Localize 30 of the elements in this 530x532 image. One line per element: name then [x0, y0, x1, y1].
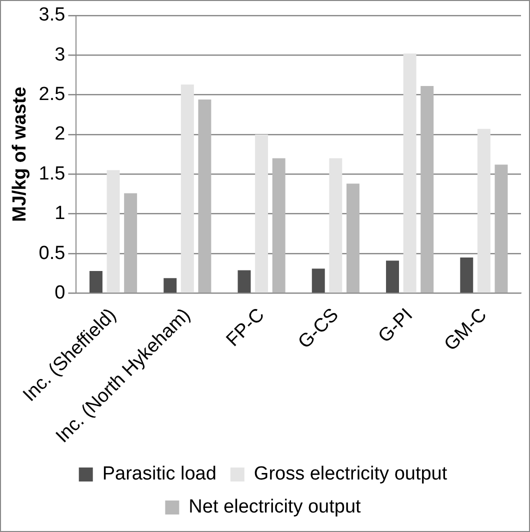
y-tick-label: 2.5	[38, 84, 66, 106]
y-tick-label: 1.5	[38, 163, 66, 184]
bar	[460, 257, 474, 293]
bar	[106, 170, 120, 293]
y-tick-label: 0	[54, 282, 66, 304]
bar	[255, 134, 268, 293]
y-tick-label: 1	[54, 203, 66, 224]
bar	[272, 158, 286, 293]
bar	[164, 278, 177, 293]
y-tick-label: 0.5	[38, 242, 66, 264]
bar	[386, 260, 399, 293]
y-tick-label: 2	[54, 124, 66, 145]
bar	[346, 184, 360, 293]
legend-label: Net electricity output	[188, 496, 362, 518]
bar	[312, 268, 325, 293]
bar	[420, 86, 434, 293]
bar	[477, 128, 490, 293]
y-tick-label: 3.5	[38, 4, 66, 26]
bar	[124, 193, 138, 293]
bar	[329, 158, 342, 293]
y-axis-title: MJ/kg of waste	[10, 86, 31, 222]
bar	[89, 270, 102, 293]
bar	[198, 100, 212, 293]
y-tick-label: 3	[54, 44, 66, 66]
legend-label: Gross electricity output	[254, 464, 448, 485]
bar	[494, 164, 508, 293]
bar	[403, 54, 416, 293]
bar	[180, 84, 194, 293]
bar	[238, 270, 251, 293]
legend-label: Parasitic load	[102, 464, 216, 485]
